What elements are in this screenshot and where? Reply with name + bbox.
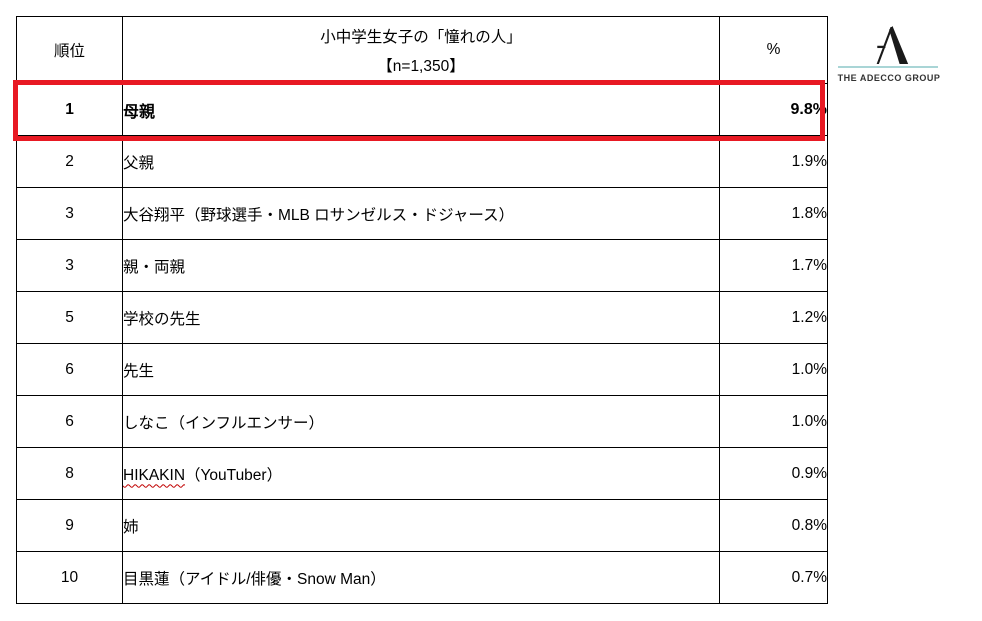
- percent-cell: 0.7%: [719, 551, 828, 604]
- header-percent: %: [719, 16, 828, 84]
- ranking-table: 順位 小中学生女子の「憧れの人」 【n=1,350】 % 1 母親 9.8% 2…: [16, 16, 828, 604]
- table-row: 3 親・両親 1.7%: [16, 239, 828, 292]
- table-row: 10 目黒蓮（アイドル/俳優・Snow Man） 0.7%: [16, 551, 828, 604]
- adecco-a-icon: [876, 26, 909, 64]
- table-header-row: 順位 小中学生女子の「憧れの人」 【n=1,350】 %: [16, 16, 828, 84]
- table-row: 6 先生 1.0%: [16, 343, 828, 396]
- name-cell: 父親: [122, 135, 720, 188]
- name-cell: 親・両親: [122, 239, 720, 292]
- percent-cell: 1.8%: [719, 187, 828, 240]
- header-rank: 順位: [16, 16, 123, 84]
- name-cell: 大谷翔平（野球選手・MLB ロサンゼルス・ドジャース）: [122, 187, 720, 240]
- table-row: 6 しなこ（インフルエンサー） 1.0%: [16, 395, 828, 448]
- header-title-cell: 小中学生女子の「憧れの人」 【n=1,350】: [122, 16, 720, 84]
- percent-cell: 0.9%: [719, 447, 828, 500]
- percent-cell: 1.9%: [719, 135, 828, 188]
- table-row: 2 父親 1.9%: [16, 135, 828, 188]
- rank-cell: 6: [16, 343, 123, 396]
- rank-cell: 9: [16, 499, 123, 552]
- table-row: 3 大谷翔平（野球選手・MLB ロサンゼルス・ドジャース） 1.8%: [16, 187, 828, 240]
- table-row: 5 学校の先生 1.2%: [16, 291, 828, 344]
- percent-cell: 1.0%: [719, 395, 828, 448]
- percent-cell: 9.8%: [719, 83, 828, 136]
- name-cell: 先生: [122, 343, 720, 396]
- spellcheck-underlined-text: HIKAKIN: [123, 466, 186, 484]
- logo-divider: [838, 66, 938, 68]
- percent-cell: 0.8%: [719, 499, 828, 552]
- table-title: 小中学生女子の「憧れの人」: [320, 28, 522, 46]
- table-row: 8 HIKAKIN（YouTuber） 0.9%: [16, 447, 828, 500]
- name-cell: 母親: [122, 83, 720, 136]
- rank-cell: 5: [16, 291, 123, 344]
- percent-cell: 1.2%: [719, 291, 828, 344]
- percent-cell: 1.0%: [719, 343, 828, 396]
- rank-cell: 8: [16, 447, 123, 500]
- percent-cell: 1.7%: [719, 239, 828, 292]
- name-cell: 学校の先生: [122, 291, 720, 344]
- rank-cell: 10: [16, 551, 123, 604]
- rank-cell: 6: [16, 395, 123, 448]
- name-rest-text: （YouTuber）: [185, 466, 283, 484]
- name-cell: 姉: [122, 499, 720, 552]
- table-row-rank1: 1 母親 9.8%: [16, 83, 828, 136]
- name-cell: しなこ（インフルエンサー）: [122, 395, 720, 448]
- table-row: 9 姉 0.8%: [16, 499, 828, 552]
- name-cell: 目黒蓮（アイドル/俳優・Snow Man）: [122, 551, 720, 604]
- rank-cell: 3: [16, 187, 123, 240]
- logo-text: THE ADECCO GROUP: [837, 73, 941, 83]
- name-cell: HIKAKIN（YouTuber）: [122, 447, 720, 500]
- rank-cell: 1: [16, 83, 123, 136]
- table-sample-size: 【n=1,350】: [377, 57, 465, 75]
- rank-cell: 2: [16, 135, 123, 188]
- rank-cell: 3: [16, 239, 123, 292]
